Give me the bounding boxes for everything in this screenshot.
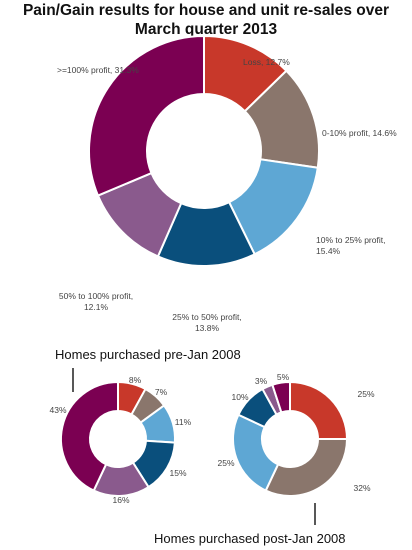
donut-overall-slice-6	[88, 34, 205, 197]
donut-overall	[88, 34, 320, 267]
donut-post-2008-label-6: 5%	[277, 372, 290, 382]
chart-title-line-2: March quarter 2013	[134, 21, 278, 38]
donut-pre-2008-label-1: 8%	[129, 375, 142, 385]
donut-pre-2008-label-2: 7%	[155, 387, 168, 397]
donut-post-2008-label-5: 3%	[255, 376, 268, 386]
donut-pre-2008-label-6: 43%	[49, 405, 66, 415]
donut-overall-label-3: 10% to 25% profit,	[316, 235, 385, 245]
donut-post-2008-slice-2	[264, 438, 349, 497]
donut-overall-label-4: 25% to 50% profit,	[172, 312, 241, 322]
donut-post-2008-label-3: 25%	[217, 458, 234, 468]
donut-overall-label-1: Loss, 12.7%	[243, 57, 290, 67]
post-2008-caption: Homes purchased post-Jan 2008	[154, 531, 346, 546]
donut-pre-2008-label-4: 15%	[169, 468, 186, 478]
donut-overall-label-3: 15.4%	[316, 246, 341, 256]
donut-post-2008-label-1: 25%	[357, 389, 374, 399]
donut-pre-2008	[60, 380, 176, 497]
chart-title: Pain/Gain results for house and unit re-…	[0, 1, 412, 39]
donut-post-2008-label-4: 10%	[231, 392, 248, 402]
donut-post-2008-label-2: 32%	[353, 483, 370, 493]
donut-post-2008	[232, 380, 349, 497]
donut-overall-label-5: 50% to 100% profit,	[59, 291, 133, 301]
pre-2008-caption: Homes purchased pre-Jan 2008	[55, 347, 241, 362]
donut-post-2008-slice-6	[271, 380, 291, 414]
donut-overall-label-5: 12.1%	[84, 302, 109, 312]
donut-post-2008-slice-3	[232, 413, 280, 492]
donut-pre-2008-slice-6	[60, 380, 119, 492]
donut-pre-2008-label-3: 11%	[175, 417, 192, 427]
donut-overall-label-4: 13.8%	[195, 323, 220, 333]
donut-overall-label-2: 0-10% profit, 14.6%	[322, 128, 397, 138]
donut-pre-2008-label-5: 16%	[112, 495, 129, 505]
donut-overall-label-6: >=100% profit, 31.3%	[57, 65, 139, 75]
donut-post-2008-slice-1	[289, 380, 349, 440]
chart-title-line-1: Pain/Gain results for house and unit re-…	[22, 2, 390, 19]
